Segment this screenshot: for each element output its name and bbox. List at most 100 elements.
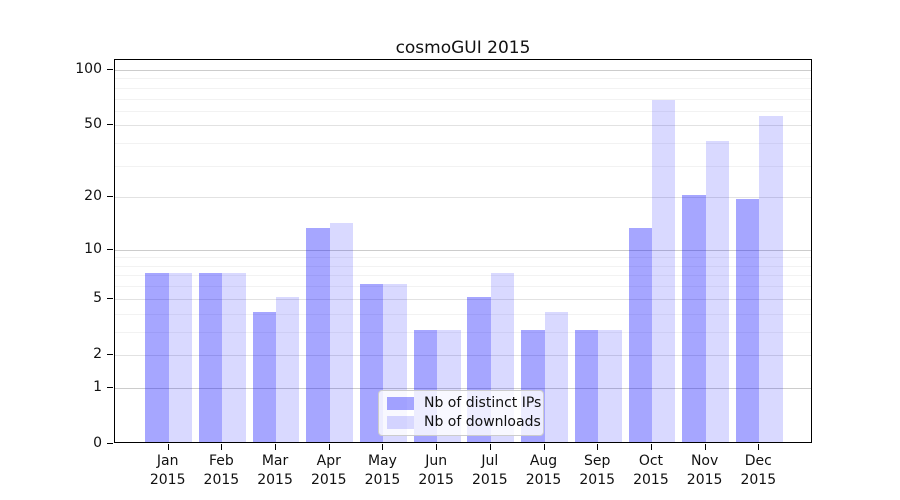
minor-gridline bbox=[115, 286, 811, 288]
plot-area bbox=[114, 59, 812, 443]
minor-gridline bbox=[115, 87, 811, 89]
legend-swatch-downloads bbox=[387, 416, 414, 429]
legend-entry-downloads: Nb of downloads bbox=[379, 415, 543, 430]
x-tick-label-nov: Nov 2015 bbox=[675, 452, 735, 490]
x-tick-year: 2015 bbox=[472, 472, 508, 488]
y-tick-mark bbox=[107, 386, 113, 388]
x-tick-month: Feb bbox=[208, 453, 234, 469]
minor-gridline bbox=[115, 331, 811, 333]
bar-distinct-ips-dec bbox=[735, 199, 760, 442]
bar-distinct-ips-sep bbox=[574, 329, 599, 442]
x-tick-mark bbox=[275, 444, 277, 450]
y-tick-mark bbox=[107, 124, 113, 126]
x-tick-month: Jan bbox=[156, 453, 179, 469]
x-tick-year: 2015 bbox=[149, 472, 186, 488]
y-tick-label: 1 bbox=[93, 378, 102, 395]
bar-distinct-ips-may bbox=[360, 284, 384, 442]
bar-downloads-jan bbox=[168, 273, 193, 442]
y-tick-label: 100 bbox=[75, 60, 102, 77]
x-tick-year: 2015 bbox=[418, 472, 454, 488]
x-tick-month: Nov bbox=[690, 453, 719, 469]
minor-gridline bbox=[115, 98, 811, 100]
x-tick-label-oct: Oct 2015 bbox=[621, 452, 681, 490]
x-tick-month: Mar bbox=[261, 453, 289, 469]
x-tick-label-dec: Dec 2015 bbox=[728, 452, 788, 490]
x-tick-label-apr: Apr 2015 bbox=[299, 452, 359, 490]
x-tick-mark bbox=[382, 444, 384, 450]
y-tick-label: 10 bbox=[84, 240, 102, 257]
minor-gridline bbox=[115, 275, 811, 277]
major-gridline bbox=[115, 197, 811, 199]
y-tick-mark bbox=[107, 353, 113, 355]
x-tick-month: Jun bbox=[425, 453, 448, 469]
y-tick-label: 5 bbox=[93, 289, 102, 306]
bar-distinct-ips-apr bbox=[306, 228, 330, 442]
x-tick-label-jul: Jul 2015 bbox=[460, 452, 520, 490]
x-tick-year: 2015 bbox=[257, 472, 293, 488]
minor-gridline bbox=[115, 78, 811, 80]
major-gridline bbox=[115, 387, 811, 389]
y-tick-label: 0 bbox=[93, 435, 102, 451]
x-tick-label-jan: Jan 2015 bbox=[138, 452, 198, 490]
x-tick-label-mar: Mar 2015 bbox=[245, 452, 305, 490]
legend-swatch-distinct-ips bbox=[387, 397, 414, 410]
x-tick-mark bbox=[436, 444, 438, 450]
minor-gridline bbox=[115, 257, 811, 259]
y-tick-label: 20 bbox=[84, 188, 102, 205]
major-gridline bbox=[115, 249, 811, 251]
x-tick-year: 2015 bbox=[310, 472, 347, 488]
minor-gridline bbox=[115, 165, 811, 167]
x-tick-label-feb: Feb 2015 bbox=[191, 452, 251, 490]
bar-distinct-ips-oct bbox=[628, 228, 652, 442]
y-tick-mark bbox=[107, 248, 113, 250]
x-tick-mark bbox=[328, 444, 330, 450]
legend-label-downloads: Nb of downloads bbox=[424, 414, 541, 430]
major-gridline bbox=[115, 69, 811, 71]
x-tick-mark bbox=[543, 444, 545, 450]
x-tick-label-may: May 2015 bbox=[352, 452, 412, 490]
x-tick-label-jun: Jun 2015 bbox=[406, 452, 466, 490]
bar-distinct-ips-mar bbox=[252, 311, 277, 442]
x-tick-month: Sep bbox=[584, 453, 611, 469]
x-tick-mark bbox=[489, 444, 491, 450]
major-gridline bbox=[115, 354, 811, 356]
x-tick-mark bbox=[650, 444, 652, 450]
bar-distinct-ips-feb bbox=[198, 273, 223, 442]
minor-gridline bbox=[115, 265, 811, 267]
y-tick-mark bbox=[107, 297, 113, 299]
minor-gridline bbox=[115, 313, 811, 315]
x-tick-year: 2015 bbox=[579, 472, 616, 488]
bar-downloads-nov bbox=[705, 141, 729, 442]
y-tick-label: 50 bbox=[84, 116, 102, 133]
x-tick-mark bbox=[167, 444, 169, 450]
bar-distinct-ips-nov bbox=[682, 195, 706, 442]
chart-title: cosmoGUI 2015 bbox=[395, 38, 531, 58]
bar-downloads-apr bbox=[329, 222, 354, 442]
bar-distinct-ips-jan bbox=[145, 273, 169, 442]
x-tick-mark bbox=[758, 444, 760, 450]
bar-downloads-aug bbox=[544, 311, 568, 442]
y-tick-mark bbox=[107, 443, 113, 444]
x-tick-year: 2015 bbox=[203, 472, 240, 488]
x-tick-year: 2015 bbox=[364, 472, 401, 488]
legend: Nb of distinct IPs Nb of downloads bbox=[378, 390, 544, 436]
bar-downloads-mar bbox=[276, 296, 300, 442]
x-tick-month: Dec bbox=[744, 453, 772, 469]
minor-gridline bbox=[115, 143, 811, 145]
x-tick-mark bbox=[221, 444, 223, 450]
x-tick-month: Jul bbox=[481, 453, 499, 469]
x-tick-year: 2015 bbox=[633, 472, 669, 488]
bar-downloads-dec bbox=[759, 115, 783, 442]
bar-downloads-feb bbox=[222, 273, 246, 442]
x-tick-month: Apr bbox=[316, 453, 341, 469]
x-tick-year: 2015 bbox=[740, 472, 777, 488]
x-tick-year: 2015 bbox=[525, 472, 562, 488]
x-tick-month: Oct bbox=[638, 453, 664, 469]
x-tick-year: 2015 bbox=[686, 472, 723, 488]
y-tick-mark bbox=[107, 68, 113, 70]
legend-label-distinct-ips: Nb of distinct IPs bbox=[424, 395, 542, 411]
y-tick-label: 2 bbox=[93, 345, 102, 362]
x-tick-mark bbox=[597, 444, 599, 450]
major-gridline bbox=[115, 125, 811, 127]
